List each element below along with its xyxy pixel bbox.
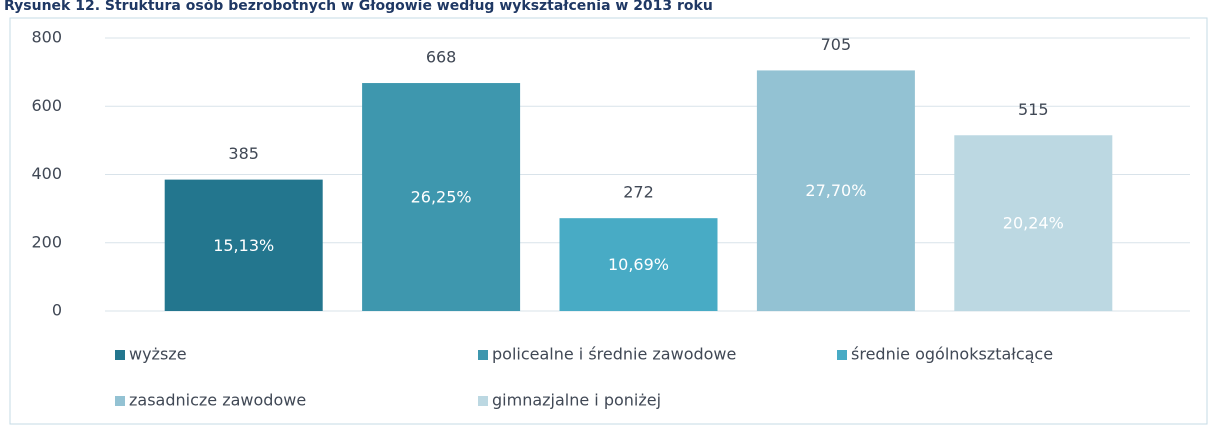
bar bbox=[559, 218, 718, 311]
value-label: 705 bbox=[821, 35, 852, 54]
value-label: 515 bbox=[1018, 100, 1049, 119]
y-tick-label: 200 bbox=[31, 232, 62, 251]
legend-label: gimnazjalne i poniżej bbox=[492, 391, 661, 410]
legend-swatch bbox=[478, 396, 488, 406]
legend-label: policealne i średnie zawodowe bbox=[492, 345, 736, 364]
percent-label: 15,13% bbox=[213, 236, 274, 255]
y-tick-label: 400 bbox=[31, 164, 62, 183]
legend-swatch bbox=[115, 350, 125, 360]
y-tick-label: 800 bbox=[31, 28, 62, 47]
value-label: 272 bbox=[623, 183, 654, 202]
chart-border bbox=[9, 17, 1208, 425]
bar bbox=[164, 179, 323, 311]
percent-label: 26,25% bbox=[411, 188, 472, 207]
bar bbox=[756, 70, 915, 311]
percent-label: 10,69% bbox=[608, 255, 669, 274]
legend-swatch bbox=[115, 396, 125, 406]
bar bbox=[954, 135, 1113, 311]
bar bbox=[362, 83, 521, 311]
legend-swatch bbox=[478, 350, 488, 360]
value-label: 668 bbox=[426, 48, 457, 67]
y-tick-label: 600 bbox=[31, 96, 62, 115]
chart-title: Rysunek 12. Struktura osób bezrobotnych … bbox=[4, 0, 713, 14]
value-label: 385 bbox=[228, 144, 259, 163]
legend-label: zasadnicze zawodowe bbox=[129, 391, 306, 410]
percent-label: 20,24% bbox=[1003, 214, 1064, 233]
percent-label: 27,70% bbox=[805, 181, 866, 200]
legend-label: wyższe bbox=[129, 345, 187, 364]
legend-swatch bbox=[837, 350, 847, 360]
y-tick-label: 0 bbox=[52, 301, 62, 320]
legend-label: średnie ogólnokształcące bbox=[851, 345, 1053, 364]
